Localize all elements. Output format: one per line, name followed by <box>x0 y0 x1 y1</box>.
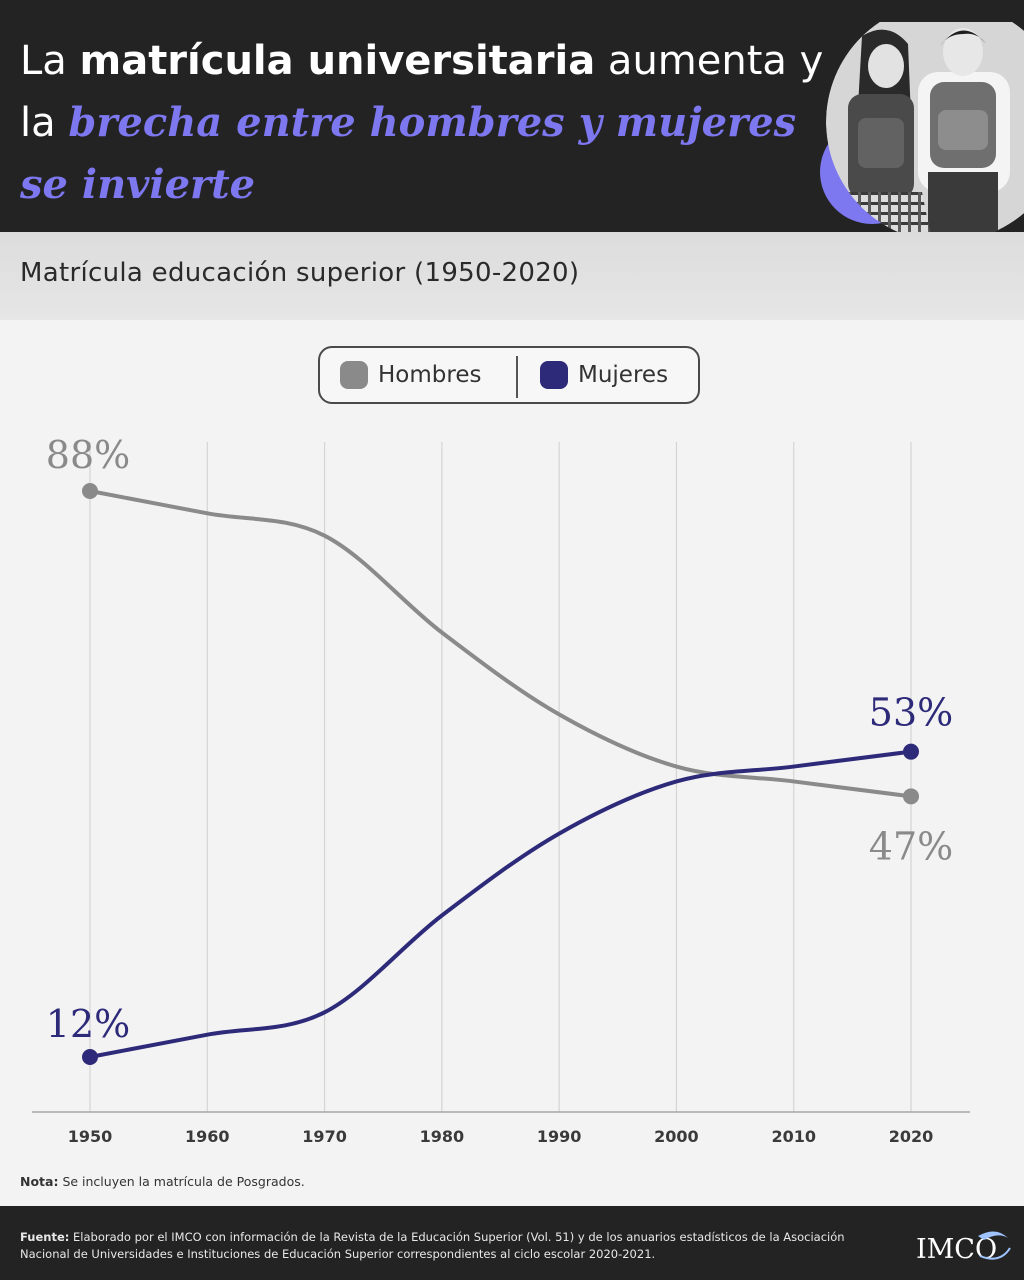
x-tick-label: 2010 <box>771 1127 816 1146</box>
title-highlight: brecha entre hombres y mujeres se invier… <box>20 99 797 208</box>
student-boy <box>918 28 1010 232</box>
data-label-mujeres: 53% <box>869 691 953 735</box>
x-tick-label: 2020 <box>889 1127 934 1146</box>
line-chart: 1950 1960 1970 1980 1990 2000 2010 2020 88% 47% 12… <box>32 433 970 1146</box>
page-title: La matrícula universitaria aumenta y la … <box>20 30 850 216</box>
series-line-hombres <box>88 489 913 799</box>
legend-label-mujeres: Mujeres <box>578 362 669 388</box>
data-point-hombres <box>82 483 98 499</box>
x-tick-label: 1970 <box>302 1127 347 1146</box>
data-point-hombres <box>903 788 919 805</box>
student-girl <box>836 29 930 232</box>
x-tick-label: 2000 <box>654 1127 699 1146</box>
students-photo <box>820 22 1024 232</box>
chart-legend: Hombres Mujeres <box>318 346 700 404</box>
legend-swatch-hombres <box>340 361 368 389</box>
legend-item-mujeres: Mujeres <box>540 361 668 389</box>
data-label-hombres: 88% <box>46 433 130 477</box>
note: Nota: Se incluyen la matrícula de Posgra… <box>20 1174 305 1189</box>
legend-label-hombres: Hombres <box>378 362 482 388</box>
title-bold: matrícula universitaria <box>79 38 596 84</box>
title-part-2: aumenta y la <box>20 38 824 146</box>
header-banner: La matrícula universitaria aumenta y la … <box>0 0 1024 232</box>
subtitle-bar <box>0 232 1024 320</box>
x-tick-label: 1980 <box>420 1127 465 1146</box>
x-tick-label: 1990 <box>537 1127 582 1146</box>
x-tick-label: 1960 <box>185 1127 230 1146</box>
imco-logo: IMCO <box>916 1231 1011 1265</box>
legend-swatch-mujeres <box>540 361 568 389</box>
title-part-1: La <box>20 38 80 84</box>
data-label-hombres: 47% <box>869 824 953 868</box>
logo-swoosh <box>978 1231 1008 1240</box>
data-point-mujeres <box>82 1049 98 1065</box>
note-text: Se incluyen la matrícula de Posgrados. <box>58 1174 305 1189</box>
legend-item-hombres: Hombres <box>340 361 481 389</box>
source-text: Fuente: Elaborado por el IMCO con inform… <box>20 1229 890 1263</box>
data-point-mujeres <box>903 743 919 760</box>
note-label: Nota: <box>20 1174 59 1189</box>
x-tick-label: 1950 <box>68 1127 113 1146</box>
legend-separator <box>516 356 518 398</box>
chart-subtitle: Matrícula educación superior (1950-2020) <box>20 258 580 288</box>
series-line-mujeres <box>88 749 913 1059</box>
source-body: Elaborado por el IMCO con información de… <box>20 1230 845 1261</box>
data-label-mujeres: 12% <box>46 1002 130 1046</box>
source-label: Fuente: <box>20 1230 70 1244</box>
logo-swoosh-lower <box>979 1247 1011 1260</box>
footer <box>0 1206 1024 1280</box>
